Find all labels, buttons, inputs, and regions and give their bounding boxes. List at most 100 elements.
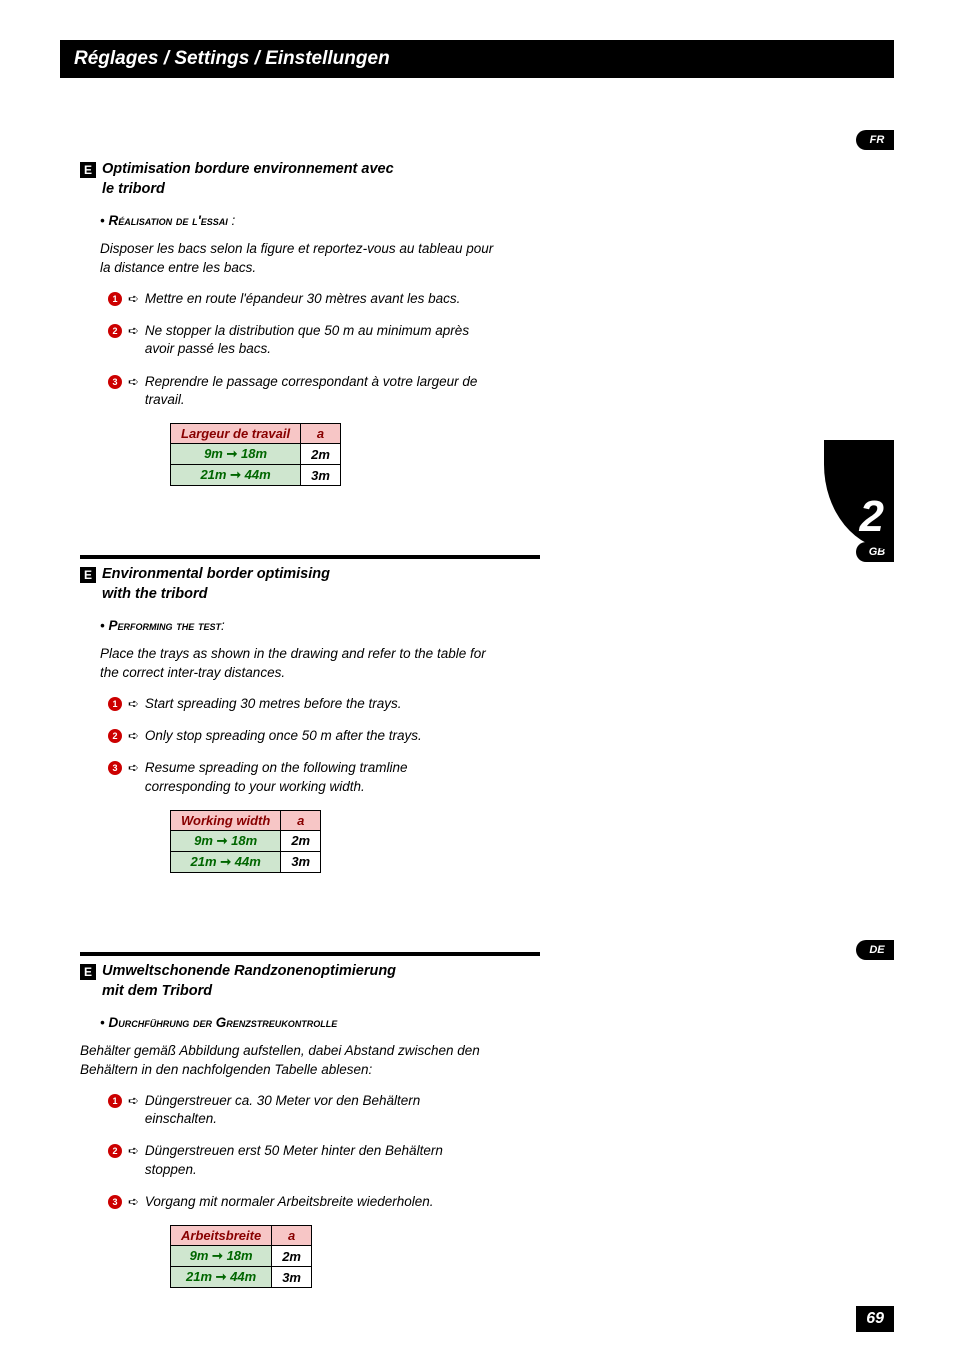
arrow-icon: ➪: [128, 1092, 139, 1110]
th-a: a: [301, 424, 341, 444]
heading-line2: le tribord: [102, 181, 165, 197]
step-num-icon: 1: [108, 1094, 122, 1108]
step-1: 1 ➪ Start spreading 30 metres before the t…: [108, 695, 488, 713]
section-gb: E Environmental border optimising with t…: [80, 555, 580, 873]
intro-text: Behälter gemäß Abbildung aufstellen, dab…: [80, 1042, 480, 1080]
cell: 3m: [301, 465, 341, 486]
chapter-badge: 2: [824, 440, 894, 550]
section-badge: E: [80, 964, 96, 980]
table-row: 9m ➞ 18m2m: [171, 444, 341, 465]
step-1: 1 ➪ Düngerstreuer ca. 30 Meter vor den Beh…: [108, 1092, 488, 1128]
steps-list: 1 ➪ Mettre en route l'épandeur 30 mètres a…: [108, 290, 580, 409]
intro-text: Disposer les bacs selon la figure et rep…: [100, 240, 500, 278]
step-text: Düngerstreuen erst 50 Meter hinter den B…: [145, 1142, 488, 1178]
sub-label: Durchführung der Grenzstreukontrolle: [108, 1015, 337, 1030]
step-1: 1 ➪ Mettre en route l'épandeur 30 mètres a…: [108, 290, 488, 308]
section-heading: Optimisation bordure environnement avec …: [102, 160, 394, 199]
cell: 44m: [245, 467, 271, 482]
cell: 9m: [204, 446, 223, 461]
step-num-icon: 3: [108, 1195, 122, 1209]
step-3: 3 ➪ Vorgang mit normaler Arbeitsbreite wie…: [108, 1193, 488, 1211]
step-num-icon: 3: [108, 375, 122, 389]
cell: 44m: [235, 854, 261, 869]
arrow-icon: ➪: [128, 695, 139, 713]
cell: 2m: [301, 444, 341, 465]
lang-tab-de: DE: [856, 940, 894, 960]
step-2: 2 ➪ Düngerstreuen erst 50 Meter hinter den…: [108, 1142, 488, 1178]
cell: 21m: [200, 467, 226, 482]
chapter-number: 2: [860, 492, 884, 542]
width-table: Largeur de travaila 9m ➞ 18m2m 21m ➞ 44m…: [170, 423, 341, 486]
step-num-icon: 2: [108, 1144, 122, 1158]
th-width: Arbeitsbreite: [171, 1226, 272, 1246]
cell: 18m: [231, 833, 257, 848]
cell: 21m: [191, 854, 217, 869]
step-text: Only stop spreading once 50 m after the …: [145, 727, 422, 745]
steps-list: 1 ➪ Start spreading 30 metres before the t…: [108, 695, 580, 796]
step-text: Mettre en route l'épandeur 30 mètres ava…: [145, 290, 461, 308]
cell: 2m: [272, 1246, 312, 1267]
step-text: Ne stopper la distribution que 50 m au m…: [145, 322, 488, 358]
sub-label: Réalisation de l'essai: [108, 213, 227, 228]
th-a: a: [272, 1226, 312, 1246]
subheading: • Réalisation de l'essai :: [100, 213, 580, 228]
arrow-icon: ➪: [128, 322, 139, 340]
section-heading: Environmental border optimising with the…: [102, 565, 330, 604]
step-num-icon: 2: [108, 324, 122, 338]
arrow-icon: ➪: [128, 1142, 139, 1160]
step-text: Vorgang mit normaler Arbeitsbreite wiede…: [145, 1193, 434, 1211]
heading-line2: with the tribord: [102, 586, 208, 602]
step-text: Düngerstreuer ca. 30 Meter vor den Behäl…: [145, 1092, 488, 1128]
heading-line2: mit dem Tribord: [102, 983, 212, 999]
section-heading: Umweltschonende Randzonenoptimierung mit…: [102, 962, 396, 1001]
subheading: • Durchführung der Grenzstreukontrolle: [100, 1015, 580, 1030]
subheading: • Performing the test:: [100, 618, 580, 633]
section-badge: E: [80, 162, 96, 178]
step-text: Start spreading 30 metres before the tra…: [145, 695, 402, 713]
step-text: Reprendre le passage correspondant à vot…: [145, 373, 488, 409]
sub-colon: :: [221, 618, 225, 633]
width-table: Arbeitsbreitea 9m ➞ 18m2m 21m ➞ 44m3m: [170, 1225, 312, 1288]
th-a: a: [281, 810, 321, 830]
table-row: 9m ➞ 18m2m: [171, 830, 321, 851]
section-rule: [80, 555, 540, 559]
sub-colon: :: [228, 213, 236, 228]
table-row: 9m ➞ 18m2m: [171, 1246, 312, 1267]
page-number: 69: [856, 1306, 894, 1332]
cell: 9m: [190, 1248, 209, 1263]
cell: 44m: [230, 1269, 256, 1284]
cell: 18m: [241, 446, 267, 461]
cell: 18m: [227, 1248, 253, 1263]
cell: 9m: [194, 833, 213, 848]
step-3: 3 ➪ Reprendre le passage correspondant à v…: [108, 373, 488, 409]
cell: 3m: [272, 1267, 312, 1288]
th-width: Largeur de travail: [171, 424, 301, 444]
step-2: 2➪Only stop spreading once 50 m after th…: [108, 727, 488, 745]
section-rule: [80, 952, 540, 956]
lang-tab-fr: FR: [856, 130, 894, 150]
sub-label: Performing the test: [108, 618, 221, 633]
heading-line1: Optimisation bordure environnement avec: [102, 161, 394, 177]
step-text: Resume spreading on the following tramli…: [145, 759, 488, 795]
arrow-icon: ➪: [128, 1193, 139, 1211]
steps-list: 1 ➪ Düngerstreuer ca. 30 Meter vor den Beh…: [108, 1092, 580, 1211]
th-width: Working width: [171, 810, 281, 830]
step-2: 2 ➪ Ne stopper la distribution que 50 m au…: [108, 322, 488, 358]
step-num-icon: 2: [108, 729, 122, 743]
arrow-icon: ➪: [128, 290, 139, 308]
arrow-icon: ➪: [128, 373, 139, 391]
page-header: Réglages / Settings / Einstellungen: [60, 40, 894, 78]
step-num-icon: 1: [108, 292, 122, 306]
arrow-icon: ➪: [128, 759, 139, 777]
heading-line1: Environmental border optimising: [102, 566, 330, 582]
step-num-icon: 1: [108, 697, 122, 711]
section-de: E Umweltschonende Randzonenoptimierung m…: [80, 952, 580, 1288]
section-badge: E: [80, 567, 96, 583]
table-row: 21m ➞ 44m3m: [171, 851, 321, 872]
cell: 21m: [186, 1269, 212, 1284]
heading-line1: Umweltschonende Randzonenoptimierung: [102, 963, 396, 979]
width-table: Working widtha 9m ➞ 18m2m 21m ➞ 44m3m: [170, 810, 321, 873]
intro-text: Place the trays as shown in the drawing …: [100, 645, 500, 683]
table-row: 21m ➞ 44m3m: [171, 465, 341, 486]
section-fr: E Optimisation bordure environnement ave…: [80, 160, 580, 486]
